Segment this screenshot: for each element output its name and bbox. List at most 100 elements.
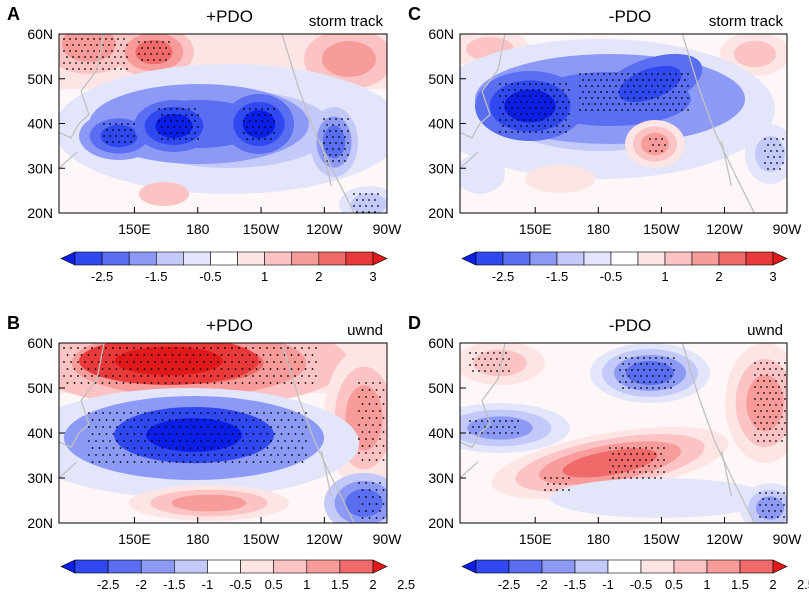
- significance-dot: [633, 459, 635, 461]
- map-area: [59, 343, 387, 523]
- significance-dot: [150, 53, 152, 55]
- colorbar-label: -0.5: [199, 269, 221, 284]
- colorbar-label: 2.5: [397, 577, 415, 592]
- panel-letter: D: [408, 313, 421, 333]
- significance-dot: [228, 426, 230, 428]
- colorbar-label: 0.5: [665, 577, 683, 592]
- significance-dot: [547, 107, 549, 109]
- significance-dot: [99, 38, 101, 40]
- significance-dot: [661, 138, 663, 140]
- significance-dot: [375, 431, 378, 433]
- significance-dot: [280, 375, 282, 377]
- significance-dot: [505, 131, 507, 133]
- significance-dot: [553, 131, 555, 133]
- significance-dot: [252, 461, 255, 463]
- significance-dot: [375, 417, 378, 419]
- significance-dot: [213, 354, 216, 356]
- significance-dot: [585, 73, 587, 75]
- significance-dot: [241, 368, 244, 370]
- colorbar-arrow-left: [461, 251, 477, 266]
- significance-dot: [182, 447, 185, 449]
- significance-dot: [227, 354, 230, 356]
- lat-label: 30N: [428, 470, 454, 486]
- significance-dot: [358, 382, 360, 384]
- significance-dot: [147, 375, 149, 377]
- significance-dot: [164, 120, 166, 122]
- significance-dot: [200, 440, 202, 442]
- panel-letter: C: [408, 4, 421, 24]
- significance-dot: [684, 79, 686, 81]
- significance-dot: [269, 354, 272, 356]
- significance-dot: [175, 433, 178, 435]
- significance-dot: [490, 426, 492, 428]
- colorbar-swatch: [745, 251, 774, 266]
- significance-dot: [341, 142, 343, 144]
- significance-dot: [326, 124, 328, 126]
- significance-dot: [262, 368, 265, 370]
- significance-dot: [585, 85, 587, 87]
- significance-dot: [526, 89, 528, 91]
- significance-dot: [496, 370, 498, 372]
- significance-dot: [126, 347, 128, 349]
- significance-dot: [770, 162, 772, 164]
- significance-dot: [469, 432, 471, 434]
- significance-dot: [487, 364, 489, 366]
- significance-dot: [771, 504, 773, 506]
- significance-dot: [673, 357, 675, 359]
- significance-dot: [259, 375, 261, 377]
- significance-dot: [597, 85, 599, 87]
- significance-dot: [379, 496, 381, 498]
- significance-dot: [301, 419, 304, 421]
- significance-dot: [664, 363, 666, 365]
- significance-dot: [140, 347, 142, 349]
- significance-dot: [556, 89, 558, 91]
- significance-dot: [508, 89, 510, 91]
- colorbar-label: 1: [661, 269, 668, 284]
- significance-dot: [84, 44, 86, 46]
- significance-dot: [137, 426, 139, 428]
- significance-dot: [248, 354, 251, 356]
- significance-dot: [179, 114, 181, 116]
- significance-dot: [179, 412, 181, 414]
- significance-dot: [261, 120, 263, 122]
- significance-dot: [493, 420, 495, 422]
- map-area: [460, 34, 787, 213]
- colorbar-label: 1.5: [331, 577, 349, 592]
- colorbar-arrow-left: [60, 251, 76, 266]
- colorbar-label: -0.5: [229, 577, 251, 592]
- significance-dot: [158, 412, 160, 414]
- significance-dot: [178, 368, 181, 370]
- significance-dot: [754, 398, 756, 400]
- significance-dot: [108, 56, 110, 58]
- significance-dot: [559, 131, 561, 133]
- significance-dot: [243, 120, 245, 122]
- significance-dot: [630, 103, 632, 105]
- panel-letter: A: [7, 4, 20, 24]
- significance-dot: [547, 83, 549, 85]
- significance-dot: [550, 89, 552, 91]
- significance-dot: [130, 141, 132, 143]
- significance-dot: [779, 168, 781, 170]
- significance-dot: [514, 89, 516, 91]
- significance-dot: [255, 132, 257, 134]
- significance-dot: [277, 454, 279, 456]
- significance-dot: [502, 101, 504, 103]
- significance-dot: [280, 361, 282, 363]
- significance-dot: [270, 426, 272, 428]
- lon-label: 90W: [373, 221, 403, 237]
- significance-dot: [72, 68, 74, 70]
- significance-dot: [657, 471, 659, 473]
- coastline-asia: [59, 343, 105, 449]
- significance-dot: [335, 142, 337, 144]
- colorbar-swatch: [345, 251, 374, 266]
- significance-dot: [108, 382, 111, 384]
- significance-dot: [270, 454, 272, 456]
- significance-dot: [117, 50, 119, 52]
- significance-dot: [648, 79, 650, 81]
- significance-dot: [582, 79, 584, 81]
- significance-dot: [493, 364, 495, 366]
- significance-dot: [298, 440, 300, 442]
- significance-dot: [649, 381, 651, 383]
- significance-dot: [651, 447, 653, 449]
- coastline-america: [681, 34, 755, 213]
